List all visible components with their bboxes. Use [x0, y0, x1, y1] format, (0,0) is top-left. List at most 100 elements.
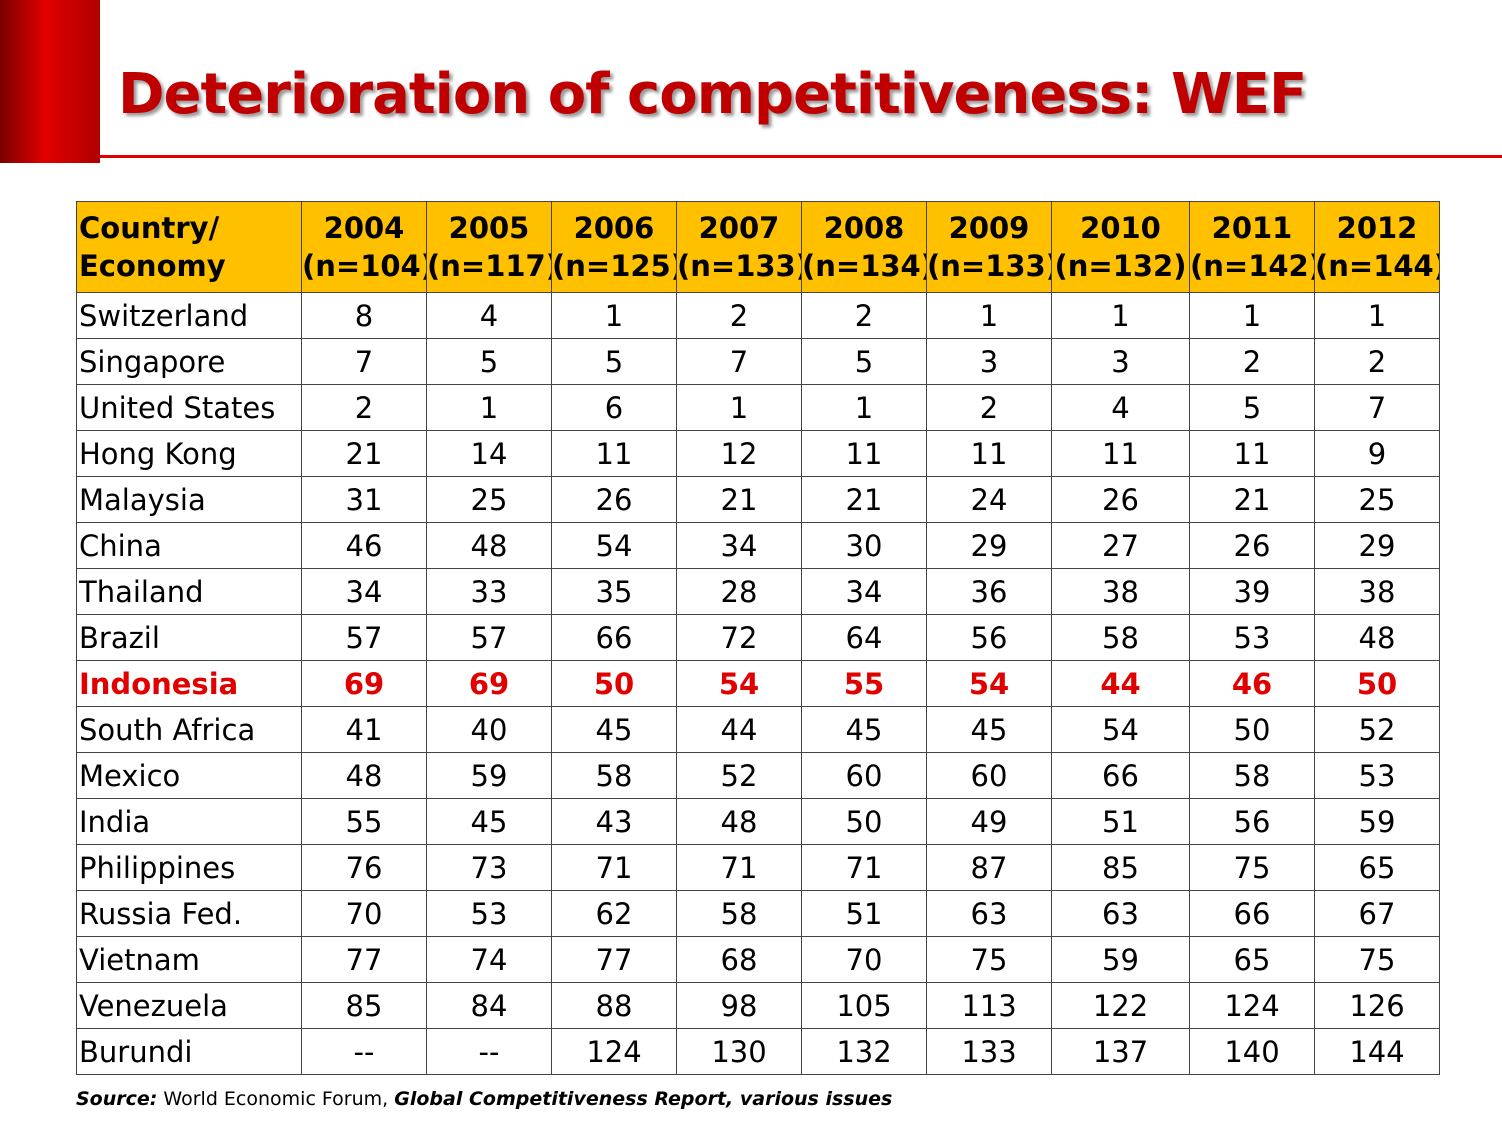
rank-cell: 59: [1314, 798, 1440, 845]
table-row: China 46 48 54 34 30 29 27 26 29: [76, 522, 1440, 569]
table-row: Hong Kong 21 14 11 12 11 11 11 11 9: [76, 430, 1440, 477]
rank-cell: 48: [676, 798, 802, 845]
rank-cell: 87: [926, 844, 1052, 891]
header-line: (n=142): [1190, 249, 1315, 283]
table-body: Switzerland 8 4 1 2 2 1 1 1 1 Singapore 7 5 5 7 5 3 3 2 2 Un…: [76, 292, 1440, 1075]
header-line: Country/: [79, 211, 220, 245]
table-row: Singapore 7 5 5 7 5 3 3 2 2: [76, 338, 1440, 385]
rank-cell: 105: [801, 982, 927, 1029]
header-line: (n=132): [1054, 249, 1187, 283]
rank-cell: 39: [1189, 568, 1315, 615]
rank-cell: 2: [926, 384, 1052, 431]
rank-cell: 130: [676, 1028, 802, 1075]
source-report: Global Competitiveness Report, various i…: [394, 1088, 893, 1110]
rank-cell: 58: [551, 752, 677, 799]
rank-cell: 38: [1314, 568, 1440, 615]
rank-cell: 77: [301, 936, 427, 983]
rank-cell: 34: [676, 522, 802, 569]
rank-cell: 55: [801, 660, 927, 707]
rank-cell: 33: [426, 568, 552, 615]
rank-cell: 75: [926, 936, 1052, 983]
table-row: Vietnam 77 74 77 68 70 75 59 65 75: [76, 936, 1440, 983]
rank-cell: 50: [551, 660, 677, 707]
header-line: (n=134): [802, 249, 927, 283]
rank-cell: 75: [1314, 936, 1440, 983]
rank-cell: 41: [301, 706, 427, 753]
header-line: 2010: [1080, 211, 1161, 245]
rank-cell: 7: [676, 338, 802, 385]
header-cell: 2005 (n=117): [426, 201, 552, 293]
table-row: Mexico 48 59 58 52 60 60 66 58 53: [76, 752, 1440, 799]
rank-cell: 62: [551, 890, 677, 937]
header-line: (n=144): [1315, 249, 1440, 283]
rank-cell: 122: [1051, 982, 1190, 1029]
rank-cell: 48: [426, 522, 552, 569]
rank-cell: 58: [1189, 752, 1315, 799]
rank-cell: 53: [1189, 614, 1315, 661]
header-line: Economy: [79, 249, 226, 283]
rank-cell: 7: [301, 338, 427, 385]
header-line: 2008: [823, 211, 905, 245]
rank-cell: 26: [1051, 476, 1190, 523]
rank-cell: 28: [676, 568, 802, 615]
rank-cell: 58: [1051, 614, 1190, 661]
table-row: United States 2 1 6 1 1 2 4 5 7: [76, 384, 1440, 431]
rank-cell: 21: [301, 430, 427, 477]
rank-cell: 2: [1314, 338, 1440, 385]
header-line: (n=133): [677, 249, 802, 283]
rank-cell: 68: [676, 936, 802, 983]
rank-cell: 26: [1189, 522, 1315, 569]
rank-cell: 67: [1314, 890, 1440, 937]
rank-cell: 54: [676, 660, 802, 707]
rank-cell: 43: [551, 798, 677, 845]
rank-cell: 34: [801, 568, 927, 615]
rank-cell: 69: [426, 660, 552, 707]
source-publisher: World Economic Forum,: [157, 1088, 395, 1110]
table-row: Venezuela 85 84 88 98 105 113 122 124 126: [76, 982, 1440, 1029]
country-cell: Burundi: [76, 1028, 302, 1075]
rank-cell: 2: [301, 384, 427, 431]
rank-cell: 1: [676, 384, 802, 431]
rank-cell: 2: [676, 292, 802, 339]
country-cell: Indonesia: [76, 660, 302, 707]
country-cell: Malaysia: [76, 476, 302, 523]
country-cell: Switzerland: [76, 292, 302, 339]
rank-cell: 56: [926, 614, 1052, 661]
rank-cell: 54: [1051, 706, 1190, 753]
rank-cell: 11: [1051, 430, 1190, 477]
rank-cell: 5: [801, 338, 927, 385]
rank-cell: 44: [1051, 660, 1190, 707]
rank-cell: 27: [1051, 522, 1190, 569]
rank-cell: 55: [301, 798, 427, 845]
rank-cell: 52: [676, 752, 802, 799]
rank-cell: 38: [1051, 568, 1190, 615]
rank-cell: 7: [1314, 384, 1440, 431]
header-cell: 2004 (n=104): [301, 201, 427, 293]
rank-cell: 11: [551, 430, 677, 477]
rank-cell: 57: [301, 614, 427, 661]
header-line: 2006: [573, 211, 655, 245]
source-label: Source:: [76, 1088, 158, 1110]
rank-cell: 5: [426, 338, 552, 385]
header-cell: 2009 (n=133): [926, 201, 1052, 293]
rank-cell: 77: [551, 936, 677, 983]
rank-cell: 137: [1051, 1028, 1190, 1075]
rank-cell: 14: [426, 430, 552, 477]
rank-cell: 2: [801, 292, 927, 339]
header-line: (n=117): [427, 249, 552, 283]
rank-cell: 84: [426, 982, 552, 1029]
header-row: Country/Economy 2004 (n=104) 2005 (n=117) 200…: [76, 201, 1440, 293]
rank-cell: 53: [426, 890, 552, 937]
header-line: 2009: [948, 211, 1030, 245]
rank-cell: 50: [1189, 706, 1315, 753]
rank-cell: 56: [1189, 798, 1315, 845]
rank-cell: 71: [551, 844, 677, 891]
rank-cell: 48: [1314, 614, 1440, 661]
rank-cell: 45: [426, 798, 552, 845]
rank-cell: --: [301, 1028, 427, 1075]
rank-cell: 72: [676, 614, 802, 661]
rank-cell: 1: [801, 384, 927, 431]
rank-cell: 1: [426, 384, 552, 431]
rank-cell: 11: [801, 430, 927, 477]
rank-cell: 4: [426, 292, 552, 339]
